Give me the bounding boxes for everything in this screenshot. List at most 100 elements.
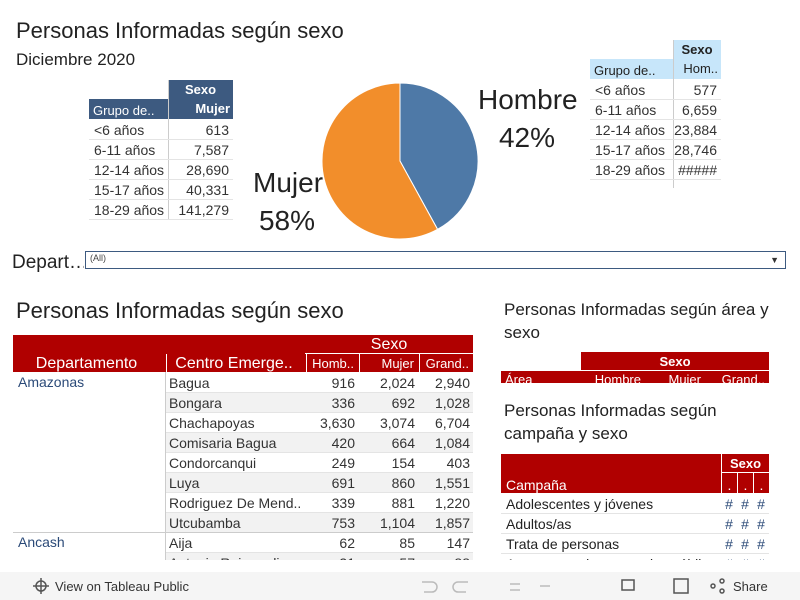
row-header: Grupo de.. — [93, 103, 155, 118]
row-bg — [165, 493, 473, 513]
cell: 1,028 — [434, 395, 470, 411]
cell: 1,857 — [434, 515, 470, 531]
row-line — [501, 533, 769, 534]
cell: 1,220 — [434, 495, 470, 511]
row-line — [590, 179, 721, 180]
title: Personas Informadas según sexo — [16, 18, 344, 43]
cell: 28,746 — [674, 142, 717, 158]
row-label: 18-29 años — [94, 202, 165, 218]
cell: 420 — [331, 435, 355, 451]
cell: 691 — [331, 475, 355, 491]
table: Sexo Departamento Centro Emerge.. Homb.. Muj… — [13, 335, 473, 560]
share-button[interactable]: Share — [733, 579, 768, 594]
row-label: Luya — [169, 475, 200, 491]
dropdown[interactable]: (All) ▼ — [85, 251, 786, 269]
row-line — [501, 553, 769, 554]
section-title: Personas Informadas según sexo — [16, 298, 344, 323]
cell: 31 — [309, 553, 355, 560]
row-label: 18-29 años — [595, 162, 666, 178]
cell: 7,587 — [193, 142, 229, 158]
cell: # — [737, 554, 753, 560]
cell: # — [757, 496, 765, 512]
row-label: 6-11 años — [595, 102, 657, 118]
cell: 249 — [331, 455, 355, 471]
row-bg — [165, 553, 473, 560]
cell: 613 — [205, 122, 229, 138]
pie-slice — [399, 82, 479, 231]
cell: 753 — [331, 515, 355, 531]
row-label: <6 años — [94, 122, 145, 138]
cell: 577 — [693, 82, 717, 98]
row-label: Utcubamba — [169, 515, 241, 531]
column-header: . — [753, 473, 769, 493]
pie-label: Hombre — [478, 84, 578, 115]
row-label: Condorcanqui — [169, 455, 257, 471]
dropdown-arrow: ▼ — [770, 255, 779, 265]
row-line — [89, 199, 233, 200]
pie-chart — [321, 82, 479, 240]
cell: 88 — [422, 553, 470, 560]
row-label: 15-17 años — [94, 182, 165, 198]
row-label: Acoso sexual en espacios públic.. — [506, 554, 721, 560]
row-bg — [165, 433, 473, 453]
row-line — [590, 99, 721, 100]
cell: # — [741, 536, 749, 552]
column-header: . — [721, 473, 737, 493]
column-header: Mujer — [359, 354, 417, 372]
row-header: Grupo de.. — [594, 63, 656, 78]
cell: 336 — [331, 395, 355, 411]
column-header: Mujer — [195, 101, 230, 116]
footer-link[interactable]: View on Tableau Public — [55, 579, 189, 594]
cell: 692 — [391, 395, 415, 411]
group-header: Sexo — [673, 40, 721, 59]
cell: ##### — [678, 162, 717, 178]
cell: 1,084 — [434, 435, 470, 451]
row-label: Adolescentes y jóvenes — [506, 496, 654, 512]
cell: # — [757, 516, 765, 532]
cell: 664 — [391, 435, 415, 451]
cell: 141,279 — [178, 202, 229, 218]
cell: 40,331 — [186, 182, 229, 198]
row-bg — [165, 473, 473, 493]
group-header: Sexo — [305, 335, 473, 354]
divider — [165, 372, 166, 560]
cell: 2,940 — [434, 375, 470, 391]
row-bg — [165, 453, 473, 473]
row-line — [590, 139, 721, 140]
header-bg — [581, 352, 769, 383]
cell: 3,074 — [379, 415, 415, 431]
subtitle: Diciembre 2020 — [16, 50, 136, 69]
header-bg — [501, 454, 769, 493]
row-label: Bongara — [169, 395, 222, 411]
pie-label: Mujer — [253, 167, 324, 198]
row-label: Chachapoyas — [169, 415, 255, 431]
cell: # — [757, 536, 765, 552]
cell: 6,704 — [434, 415, 470, 431]
dropdown-value: (All) — [90, 253, 106, 263]
cell: 147 — [446, 535, 470, 551]
row-label: Adultos/as — [506, 516, 572, 532]
cell: # — [741, 516, 749, 532]
filter-label: Depart… — [12, 252, 84, 273]
group-header: Sexo — [721, 454, 769, 473]
section-title: Personas Informadas según campaña y sexo — [504, 401, 717, 443]
divider — [673, 40, 674, 188]
row-line — [89, 139, 233, 140]
table: Sexo Grupo de.. Hom.. <6 años 577 6-11 años 6,… — [590, 40, 721, 188]
row-label: Comisaria Bagua — [169, 435, 277, 451]
table: Sexo Grupo de.. Mujer <6 años 613 6-11 años 7,… — [89, 80, 233, 220]
cell: # — [753, 554, 769, 560]
column-header: Hom.. — [683, 61, 718, 76]
pie-value-label: 42% — [498, 122, 556, 153]
row-group-label: Amazonas — [18, 374, 85, 390]
column-header: Campaña — [506, 477, 567, 493]
row-line — [501, 513, 769, 514]
column-header: Hombre — [594, 372, 641, 383]
column-header: Centro Emerge.. — [166, 354, 304, 372]
cell: # — [725, 496, 733, 512]
cell: 57 — [362, 553, 415, 560]
table: Sexo Campaña... Adolescentes y jóvenes # # # A… — [501, 454, 769, 560]
group-line — [13, 532, 473, 533]
column-header: Homb.. — [306, 354, 357, 372]
divider — [168, 80, 169, 220]
